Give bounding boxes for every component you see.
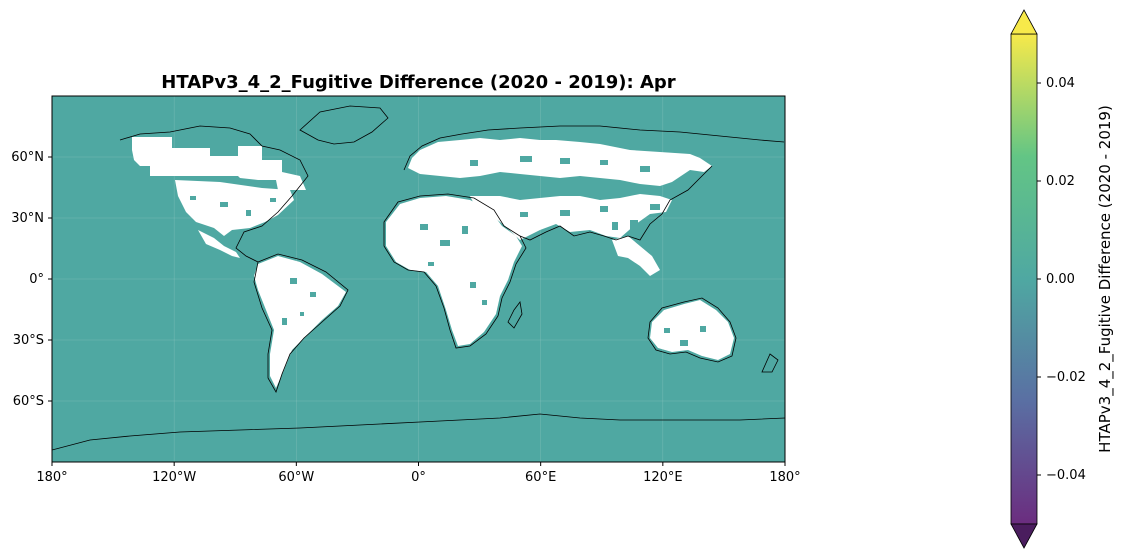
y-axis: 60°N 30°N 0° 30°S 60°S <box>11 150 52 409</box>
y-tick-label: 30°S <box>13 333 44 348</box>
colorbar-tick-label: 0.04 <box>1046 76 1075 91</box>
x-tick-label: 180° <box>769 470 800 485</box>
y-tick-label: 60°S <box>13 394 44 409</box>
colorbar-tick-label: 0.00 <box>1046 272 1075 287</box>
usa-nodata-region <box>175 180 294 236</box>
new-zealand-coast <box>761 353 779 373</box>
colorbar-gradient <box>1010 33 1038 525</box>
y-tick-label: 60°N <box>11 150 44 165</box>
colorbar: 0.04 0.02 0.00 −0.02 −0.04 HTAPv3_4_2_Fugiti… <box>1010 9 1115 549</box>
mexico-nodata-region <box>198 230 240 258</box>
colorbar-max-extension <box>1010 9 1038 35</box>
antarctica-coast <box>52 413 785 451</box>
x-tick-label: 0° <box>411 470 426 485</box>
colorbar-tick-label: 0.02 <box>1046 174 1075 189</box>
x-tick-label: 60°E <box>525 470 556 485</box>
australia-nodata-region <box>650 300 734 360</box>
x-axis: 180° 120°W 60°W 0° 60°E 120°E 180° <box>36 462 801 485</box>
south-america-coast <box>253 253 349 393</box>
x-tick-label: 180° <box>36 470 67 485</box>
colorbar-ticks: 0.04 0.02 0.00 −0.02 −0.04 <box>1037 76 1086 483</box>
y-tick-label: 30°N <box>11 211 44 226</box>
x-tick-label: 60°W <box>278 470 314 485</box>
y-tick-label: 0° <box>29 272 44 287</box>
x-tick-label: 120°E <box>643 470 683 485</box>
map-title: HTAPv3_4_2_Fugitive Difference (2020 - 2… <box>161 72 676 93</box>
eurasia-coast <box>403 125 785 241</box>
colorbar-min-extension <box>1010 523 1038 549</box>
canada-nodata-region <box>132 137 306 190</box>
map-panel[interactable] <box>52 96 785 462</box>
colorbar-tick-label: −0.04 <box>1046 468 1086 483</box>
southeast-asia-nodata-region <box>612 236 660 276</box>
colorbar-label: HTAPv3_4_2_Fugitive Difference (2020 - 2… <box>1096 105 1115 453</box>
australia-coast <box>647 297 737 363</box>
colorbar-tick-label: −0.02 <box>1046 370 1086 385</box>
madagascar-coast <box>507 301 523 329</box>
africa-coast <box>383 193 527 349</box>
coastlines <box>52 105 785 451</box>
north-america-coast <box>119 125 309 263</box>
central-asia-nodata-region <box>470 194 672 240</box>
south-america-nodata-region <box>254 256 346 388</box>
greenland-coast <box>299 105 389 145</box>
africa-nodata-region <box>386 196 522 346</box>
x-tick-label: 120°W <box>152 470 196 485</box>
land-data-speckles <box>190 156 706 346</box>
